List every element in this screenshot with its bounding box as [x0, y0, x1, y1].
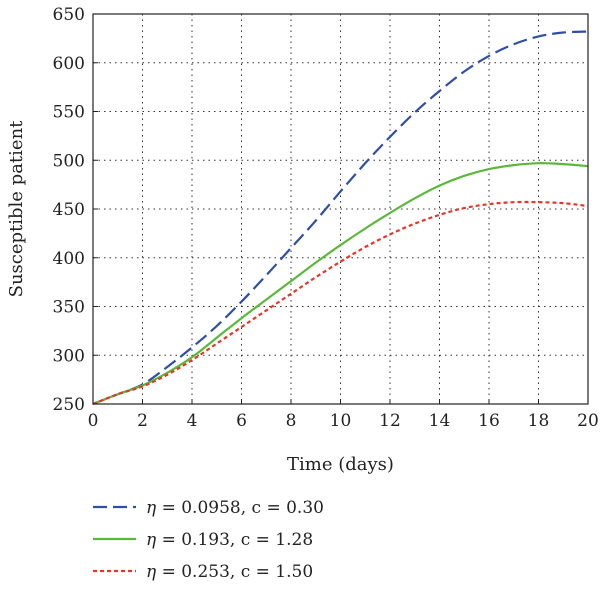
legend-eta-symbol: η: [146, 530, 157, 550]
x-axis-label: Time (days): [287, 454, 394, 475]
legend-label: η = 0.0958, c = 0.30: [146, 498, 324, 518]
series-line-1: [92, 30, 589, 406]
y-tick-label: 650: [53, 5, 85, 25]
y-tick-label: 350: [53, 298, 85, 318]
x-tick-labels: 0 2 4 6 8 10 12 14 16 18 20: [88, 411, 599, 431]
x-tick-label: 4: [187, 411, 198, 431]
x-tick-label: 8: [286, 411, 297, 431]
y-tick-label: 450: [53, 200, 85, 220]
y-tick-label: 300: [53, 346, 85, 366]
x-tick-label: 20: [577, 411, 599, 431]
y-tick-labels: 250 300 350 400 450 500 550 600 650: [53, 5, 85, 415]
legend-series-name: = 0.0958, c = 0.30: [156, 498, 324, 518]
legend-series-name: = 0.193, c = 1.28: [156, 530, 313, 550]
y-tick-label: 250: [53, 395, 85, 415]
x-tick-label: 18: [528, 411, 550, 431]
legend-series-name: = 0.253, c = 1.50: [156, 562, 313, 582]
tick-marks: [92, 13, 589, 405]
legend: η = 0.0958, c = 0.30η = 0.193, c = 1.28η…: [93, 498, 324, 582]
x-tick-label: 6: [236, 411, 247, 431]
y-tick-label: 550: [53, 103, 85, 123]
y-tick-label: 400: [53, 249, 85, 269]
x-tick-label: 2: [137, 411, 148, 431]
legend-eta-symbol: η: [146, 562, 157, 582]
x-tick-label: 10: [330, 411, 352, 431]
x-tick-label: 0: [88, 411, 99, 431]
series-line-2: [92, 162, 589, 406]
legend-label: η = 0.193, c = 1.28: [146, 530, 313, 550]
y-tick-label: 500: [53, 151, 85, 171]
y-tick-label: 600: [53, 54, 85, 74]
x-tick-label: 16: [478, 411, 500, 431]
grid-lines: [93, 14, 588, 404]
series-line-3: [92, 200, 589, 406]
legend-eta-symbol: η: [146, 498, 157, 518]
x-tick-label: 14: [429, 411, 451, 431]
series-lines: [92, 30, 589, 406]
y-axis-label: Susceptible patient: [6, 120, 27, 298]
legend-label: η = 0.253, c = 1.50: [146, 562, 313, 582]
x-tick-label: 12: [379, 411, 401, 431]
